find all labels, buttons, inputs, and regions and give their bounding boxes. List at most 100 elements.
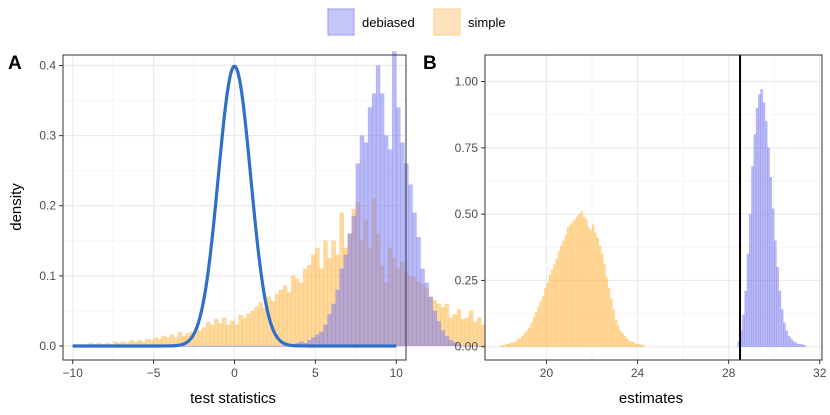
panel-b-border bbox=[484, 54, 823, 361]
histogram-bar-simple bbox=[246, 313, 251, 347]
histogram-bar-debiased bbox=[778, 290, 782, 347]
histogram-bar-debiased bbox=[343, 254, 349, 347]
histogram-bar-simple bbox=[250, 310, 255, 347]
histogram-bar-simple bbox=[234, 324, 239, 347]
histogram-bar-debiased bbox=[396, 107, 401, 347]
histogram-bar-simple bbox=[303, 268, 308, 347]
x-tick-label: 10 bbox=[390, 366, 404, 380]
histogram-bar-simple bbox=[514, 341, 518, 347]
histogram-bar-debiased bbox=[375, 65, 381, 347]
y-tick-label: 0.25 bbox=[455, 273, 479, 287]
histogram-bar-simple bbox=[282, 285, 288, 347]
histogram-bar-simple bbox=[598, 245, 602, 347]
histogram-bar-simple bbox=[537, 306, 540, 347]
histogram-bar-simple bbox=[616, 325, 620, 347]
histogram-bar-simple bbox=[641, 345, 645, 347]
histogram-bar-simple bbox=[286, 292, 292, 347]
histogram-bar-debiased bbox=[363, 142, 369, 347]
y-tick-label: 0.50 bbox=[455, 207, 479, 221]
histogram-bar-simple bbox=[238, 314, 243, 347]
histogram-bar-debiased bbox=[226, 345, 231, 347]
panel-a-bars bbox=[72, 51, 599, 347]
histogram-bar-debiased bbox=[444, 335, 450, 347]
y-tick-label: 0.4 bbox=[39, 59, 56, 73]
histogram-bar-debiased bbox=[214, 345, 219, 347]
histogram-bar-debiased bbox=[185, 345, 191, 347]
histogram-bar-debiased bbox=[193, 345, 199, 347]
panel-a-axes: −10 −5 0 5 10 0.0 0.1 0.2 0.3 0.4 bbox=[39, 59, 403, 380]
histogram-bar-debiased bbox=[408, 184, 413, 347]
histogram-bar-simple bbox=[205, 321, 211, 347]
histogram-bar-debiased bbox=[218, 345, 223, 347]
panel-a-tag: A bbox=[8, 53, 22, 74]
histogram-bar-simple bbox=[607, 288, 611, 347]
histogram-bar-simple bbox=[637, 343, 641, 347]
x-tick-label: 20 bbox=[540, 366, 554, 380]
histogram-bar-debiased bbox=[355, 163, 361, 347]
histogram-bar-simple bbox=[562, 240, 565, 347]
histogram-bar-simple bbox=[502, 345, 506, 347]
histogram-bar-debiased bbox=[472, 345, 478, 347]
histogram-bar-simple bbox=[278, 289, 284, 347]
histogram-bar-simple bbox=[603, 264, 606, 347]
histogram-bar-debiased bbox=[282, 345, 288, 347]
histogram-bar-simple bbox=[311, 254, 316, 347]
panel-b: B 20 24 28 32 0.00 0.25 0.50 0.75 1.00 estimates bbox=[423, 53, 827, 407]
histogram-bar-debiased bbox=[209, 345, 215, 347]
histogram-bar-simple bbox=[580, 211, 584, 347]
histogram-bar-debiased bbox=[339, 268, 344, 347]
histogram-bar-debiased bbox=[379, 93, 385, 347]
normal-density-curve bbox=[72, 64, 397, 348]
histogram-bar-simple bbox=[528, 327, 531, 347]
histogram-bar-simple bbox=[575, 216, 579, 347]
y-tick-label: 0.1 bbox=[39, 269, 56, 283]
histogram-bar-simple bbox=[523, 333, 527, 347]
histogram-bar-simple bbox=[294, 278, 300, 347]
histogram-bar-debiased bbox=[400, 142, 405, 347]
histogram-bar-debiased bbox=[412, 212, 417, 347]
panel-a-x-title: test statistics bbox=[190, 390, 276, 407]
histogram-bar-debiased bbox=[420, 268, 425, 347]
histogram-bar-simple bbox=[571, 221, 575, 347]
panel-b-axes: 20 24 28 32 0.00 0.25 0.50 0.75 1.00 bbox=[455, 75, 827, 380]
histogram-bar-debiased bbox=[785, 330, 789, 347]
histogram-bar-debiased bbox=[794, 342, 798, 347]
histogram-bar-simple bbox=[516, 338, 520, 347]
histogram-bar-debiased bbox=[387, 149, 393, 347]
histogram-bar-debiased bbox=[222, 345, 227, 347]
histogram-bar-debiased bbox=[746, 253, 750, 347]
histogram-bar-debiased bbox=[755, 107, 759, 347]
histogram-bar-simple bbox=[507, 343, 511, 347]
histogram-bar-simple bbox=[623, 335, 627, 347]
histogram-bar-simple bbox=[222, 317, 227, 347]
histogram-bar-simple bbox=[298, 282, 304, 347]
histogram-bar-simple bbox=[214, 319, 219, 347]
histogram-bar-simple bbox=[639, 344, 643, 347]
panel-a-y-title: density bbox=[8, 183, 25, 231]
histogram-bar-debiased bbox=[371, 93, 377, 347]
histogram-bar-simple bbox=[609, 298, 613, 347]
legend-key-debiased bbox=[327, 8, 355, 36]
histogram-bar-debiased bbox=[776, 266, 779, 347]
histogram-bar-debiased bbox=[367, 107, 373, 347]
histogram-bar-debiased bbox=[201, 345, 207, 347]
histogram-bar-debiased bbox=[773, 240, 777, 347]
histogram-bar-simple bbox=[569, 224, 572, 347]
histogram-bar-simple bbox=[290, 275, 296, 347]
histogram-bar-simple bbox=[546, 282, 550, 347]
histogram-bar-debiased bbox=[246, 345, 251, 347]
y-tick-label: 0.00 bbox=[455, 340, 479, 354]
histogram-bar-debiased bbox=[234, 345, 239, 347]
histogram-bar-simple bbox=[230, 320, 235, 347]
histogram-bar-debiased bbox=[803, 345, 807, 347]
histogram-bar-debiased bbox=[323, 324, 328, 347]
histogram-bar-simple bbox=[621, 333, 625, 347]
histogram-bar-debiased bbox=[189, 345, 195, 347]
histogram-bar-debiased bbox=[760, 89, 764, 347]
x-tick-label: 0 bbox=[231, 366, 238, 380]
histogram-bar-simple bbox=[307, 265, 312, 347]
panel-b-x-title: estimates bbox=[619, 390, 683, 407]
histogram-bar-simple bbox=[591, 224, 595, 347]
histogram-bar-simple bbox=[209, 324, 215, 347]
histogram-bar-debiased bbox=[242, 345, 247, 347]
